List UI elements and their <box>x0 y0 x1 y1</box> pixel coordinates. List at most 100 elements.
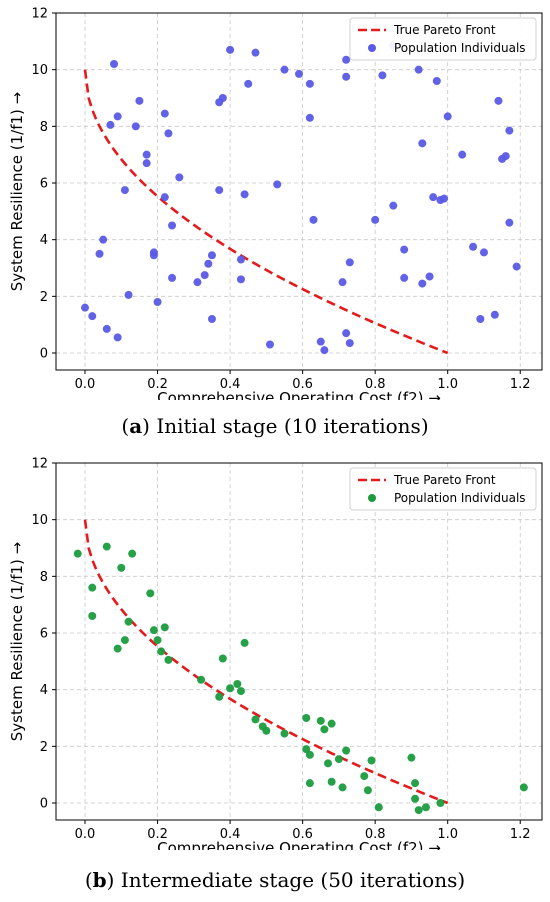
population-point <box>280 65 289 74</box>
population-point <box>378 71 387 80</box>
population-point <box>120 186 129 195</box>
population-point <box>309 215 318 224</box>
legend-points-swatch <box>368 494 376 502</box>
population-point <box>327 777 336 786</box>
population-point <box>236 255 245 264</box>
population-point <box>367 756 376 765</box>
population-point <box>193 278 202 287</box>
population-point <box>146 589 155 598</box>
population-point <box>479 248 488 257</box>
population-point <box>436 799 445 807</box>
x-tick-label: 0.0 <box>75 827 96 842</box>
population-point <box>240 190 249 199</box>
population-point <box>342 329 351 338</box>
chart-initial-stage: 0.0 0.2 0.4 0.6 0.8 1.0 1.2 0 2 4 6 8 10 12 Comprehens… <box>8 7 543 400</box>
x-tick-label: 1.2 <box>510 827 531 842</box>
legend: True Pareto Front Population Individuals <box>349 17 537 61</box>
y-tick-label: 10 <box>31 513 48 528</box>
population-point <box>411 779 420 788</box>
population-point <box>345 339 354 348</box>
chart-intermediate-stage: 0.0 0.2 0.4 0.6 0.8 1.0 1.2 0 2 4 6 8 10 12 Comprehens… <box>8 457 543 850</box>
legend-box <box>349 467 537 511</box>
population-point <box>469 242 478 251</box>
population-point <box>265 340 274 349</box>
y-tick-label: 4 <box>40 683 48 698</box>
caption-text: Intermediate stage (50 iterations) <box>120 868 466 892</box>
population-point <box>305 113 314 122</box>
population-point <box>501 152 510 161</box>
population-point <box>305 79 314 88</box>
y-tick-label: 0 <box>40 347 48 362</box>
population-point <box>280 729 289 738</box>
population-point <box>124 290 133 299</box>
population-point <box>251 48 260 57</box>
population-point <box>142 150 151 159</box>
x-tick-label: 1.0 <box>437 827 458 842</box>
population-point <box>204 259 213 268</box>
x-tick-label: 0.6 <box>292 377 313 392</box>
population-point <box>421 803 430 812</box>
population-point <box>113 112 122 121</box>
population-point <box>160 109 169 118</box>
population-point <box>218 94 227 102</box>
population-point <box>302 714 311 722</box>
population-point <box>113 644 122 653</box>
legend: True Pareto Front Population Individuals <box>349 467 537 511</box>
y-tick-label: 2 <box>40 290 48 305</box>
population-point <box>363 786 372 795</box>
population-point <box>168 273 177 282</box>
caption-letter: b <box>92 868 107 892</box>
y-tick-label: 6 <box>40 627 48 642</box>
y-tick-label: 8 <box>40 570 48 585</box>
population-point <box>236 687 245 696</box>
population-point <box>432 77 441 85</box>
population-point <box>110 60 119 68</box>
population-point <box>88 612 97 620</box>
population-point <box>371 215 380 224</box>
population-point <box>88 312 97 321</box>
population-point <box>164 129 173 138</box>
population-point <box>338 783 347 792</box>
x-tick-label: 0.6 <box>292 827 313 842</box>
legend-points-label: Population Individuals <box>394 41 526 55</box>
population-point <box>440 194 449 203</box>
population-point <box>324 759 333 768</box>
population-point <box>418 279 427 288</box>
population-point <box>131 122 140 131</box>
population-point <box>407 753 416 762</box>
population-point <box>429 193 438 202</box>
population-point <box>425 272 434 281</box>
population-point <box>519 783 528 792</box>
x-tick-label: 0.4 <box>220 827 241 842</box>
population-point <box>476 315 485 323</box>
population-point <box>414 806 423 815</box>
population-point <box>342 746 351 755</box>
y-tick-label: 0 <box>40 797 48 812</box>
population-point <box>215 692 224 701</box>
pareto-front-line <box>83 519 449 805</box>
y-axis-label: System Resilience (1/f1) → <box>8 542 26 741</box>
pareto-front-line <box>83 69 449 355</box>
population-point <box>88 583 97 592</box>
panel-b: 0.0 0.2 0.4 0.6 0.8 1.0 1.2 0 2 4 6 8 10 12 Comprehens… <box>0 450 550 902</box>
population-point <box>295 69 303 78</box>
population-point <box>334 755 343 764</box>
grid <box>56 12 542 370</box>
population-point <box>113 333 122 342</box>
population-point <box>102 324 111 333</box>
legend-points-swatch <box>368 44 376 52</box>
population-point <box>157 647 166 656</box>
population-point <box>207 315 216 323</box>
population-point <box>305 779 314 788</box>
x-tick-label: 1.2 <box>510 377 531 392</box>
population-point <box>262 726 271 735</box>
caption-text: Initial stage (10 iterations) <box>156 414 429 438</box>
population-point <box>200 271 209 280</box>
population-point <box>458 150 467 159</box>
population-point <box>490 310 499 319</box>
population-point <box>95 249 104 258</box>
population-point <box>338 278 347 287</box>
population-point <box>226 684 235 693</box>
y-tick-label: 10 <box>31 63 48 78</box>
population-point <box>117 563 126 572</box>
